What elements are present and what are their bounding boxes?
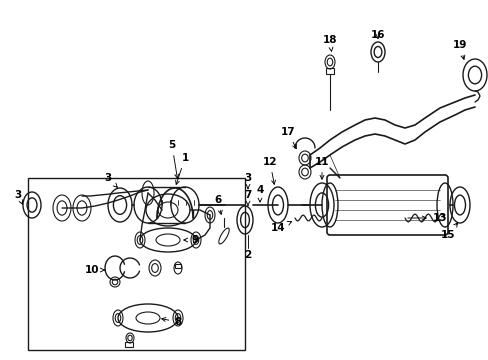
Text: 4: 4 [256, 185, 263, 202]
Text: 2: 2 [244, 250, 251, 260]
Text: 3: 3 [14, 190, 22, 204]
Bar [175, 264, 181, 268]
Bar [28, 178, 244, 350]
Text: 19: 19 [452, 40, 466, 59]
Text: 13: 13 [407, 213, 447, 223]
Text: 15: 15 [440, 223, 457, 240]
Bar [325, 68, 333, 74]
Text: 11: 11 [314, 157, 328, 179]
Text: 3: 3 [244, 173, 251, 189]
Text: 3: 3 [104, 173, 117, 187]
Text: 14: 14 [270, 221, 291, 233]
Text: 10: 10 [84, 265, 104, 275]
Text: 1: 1 [175, 153, 188, 184]
Text: 8: 8 [162, 317, 181, 327]
Text: 9: 9 [183, 235, 198, 245]
Text: 17: 17 [280, 127, 296, 149]
Text: 5: 5 [168, 140, 178, 178]
Text: 12: 12 [262, 157, 277, 184]
Bar [125, 342, 133, 347]
Text: 6: 6 [214, 195, 222, 214]
Text: 7: 7 [244, 190, 251, 206]
Text: 18: 18 [322, 35, 337, 51]
Text: 16: 16 [370, 30, 385, 40]
